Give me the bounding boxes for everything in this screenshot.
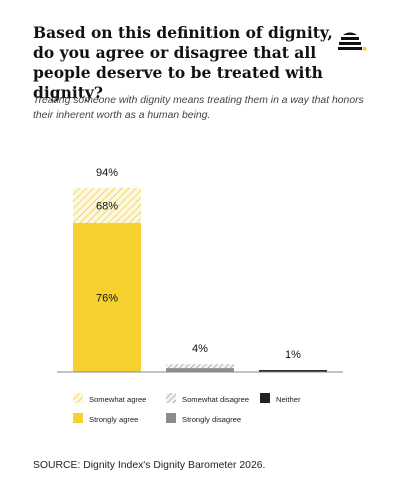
legend-item-somewhat-disagree: Somewhat disagree [166,393,249,404]
total-label-disagree: 4% [192,343,208,355]
chart-title: Based on this definition of dignity, do … [33,23,333,102]
chart-subtitle: Treating someone with dignity means trea… [33,95,364,121]
segment-label-somewhat-agree: 68% [96,200,118,212]
bar-agree-strongly-agree [73,223,141,372]
legend-item-somewhat-agree: Somewhat agree [73,393,146,404]
total-label-agree: 94% [96,167,118,179]
legend-label-strongly-disagree: Strongly disagree [182,415,241,424]
legend-swatch-strongly-disagree [166,413,176,423]
total-label-neither: 1% [285,349,301,361]
legend-label-somewhat-agree: Somewhat agree [89,395,146,404]
source-note: SOURCE: Dignity Index's Dignity Baromete… [33,460,266,471]
legend-swatch-somewhat-disagree [166,393,176,403]
legend-label-neither: Neither [276,395,301,404]
legend-swatch-strongly-agree [73,413,83,423]
legend-item-neither: Neither [260,393,301,404]
legend-item-strongly-disagree: Strongly disagree [166,413,241,424]
beehive-icon [338,32,367,51]
bar-agree-somewhat-agree [73,187,141,224]
segment-label-strongly-agree: 76% [96,293,118,305]
legend-item-strongly-agree: Strongly agree [73,413,138,424]
legend-label-somewhat-disagree: Somewhat disagree [182,395,249,404]
stacked-bar-chart: 94% 4% 1% 76% 68% Somewhat agree Somewhat dis… [57,167,343,424]
bar-disagree-strongly-disagree [166,368,234,372]
legend-label-strongly-agree: Strongly agree [89,415,138,424]
legend-swatch-somewhat-agree [73,393,83,403]
bar-disagree-somewhat-disagree [166,364,234,369]
bar-neither-neither [259,370,327,372]
legend-swatch-neither [260,393,270,403]
